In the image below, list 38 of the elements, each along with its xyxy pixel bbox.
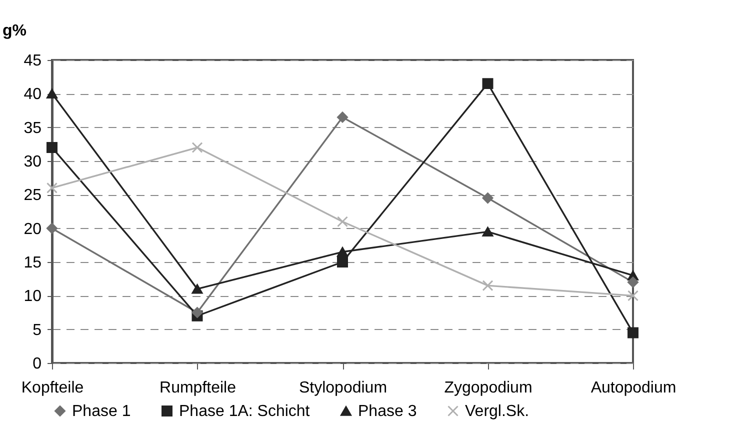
point	[482, 192, 494, 204]
x-tick-label: Stylopodium	[298, 380, 388, 396]
y-tick-label: 5	[32, 322, 42, 339]
legend-label: Phase 3	[358, 403, 417, 420]
y-tick-label: 45	[24, 52, 42, 70]
point	[46, 222, 58, 234]
point	[337, 256, 348, 268]
y-tick-label: 15	[24, 254, 42, 272]
point	[628, 290, 638, 302]
legend-label: Phase 1	[72, 403, 131, 420]
point	[628, 276, 638, 288]
y-tick-label: 0	[32, 356, 42, 372]
y-tick-label: 35	[24, 120, 42, 137]
point	[482, 78, 494, 90]
point	[628, 327, 638, 338]
legend-label: Phase 1A: Schicht	[179, 403, 310, 420]
point	[46, 182, 58, 194]
x-tick-label: Zygopodium	[444, 380, 532, 396]
point	[46, 142, 58, 154]
point	[192, 142, 203, 154]
y-axis-title: g%	[2, 22, 26, 40]
point	[192, 284, 203, 294]
y-tick-label: 20	[24, 220, 42, 238]
y-tick-label: 40	[24, 86, 42, 104]
y-tick-label: 25	[24, 187, 42, 204]
y-tick-label: 30	[24, 154, 42, 170]
point	[337, 112, 348, 123]
point	[337, 247, 348, 257]
x-tick-label: Rumpfteile	[160, 380, 236, 396]
point	[46, 88, 58, 99]
x-tick-label: Autopodium	[590, 380, 676, 396]
legend-label: Vergl.Sk.	[465, 403, 530, 420]
point	[192, 307, 203, 318]
x-tick-label: Kopfteile	[21, 380, 84, 396]
point	[482, 280, 494, 292]
point	[482, 226, 494, 237]
point	[337, 216, 348, 228]
y-tick-label: 10	[24, 288, 42, 306]
